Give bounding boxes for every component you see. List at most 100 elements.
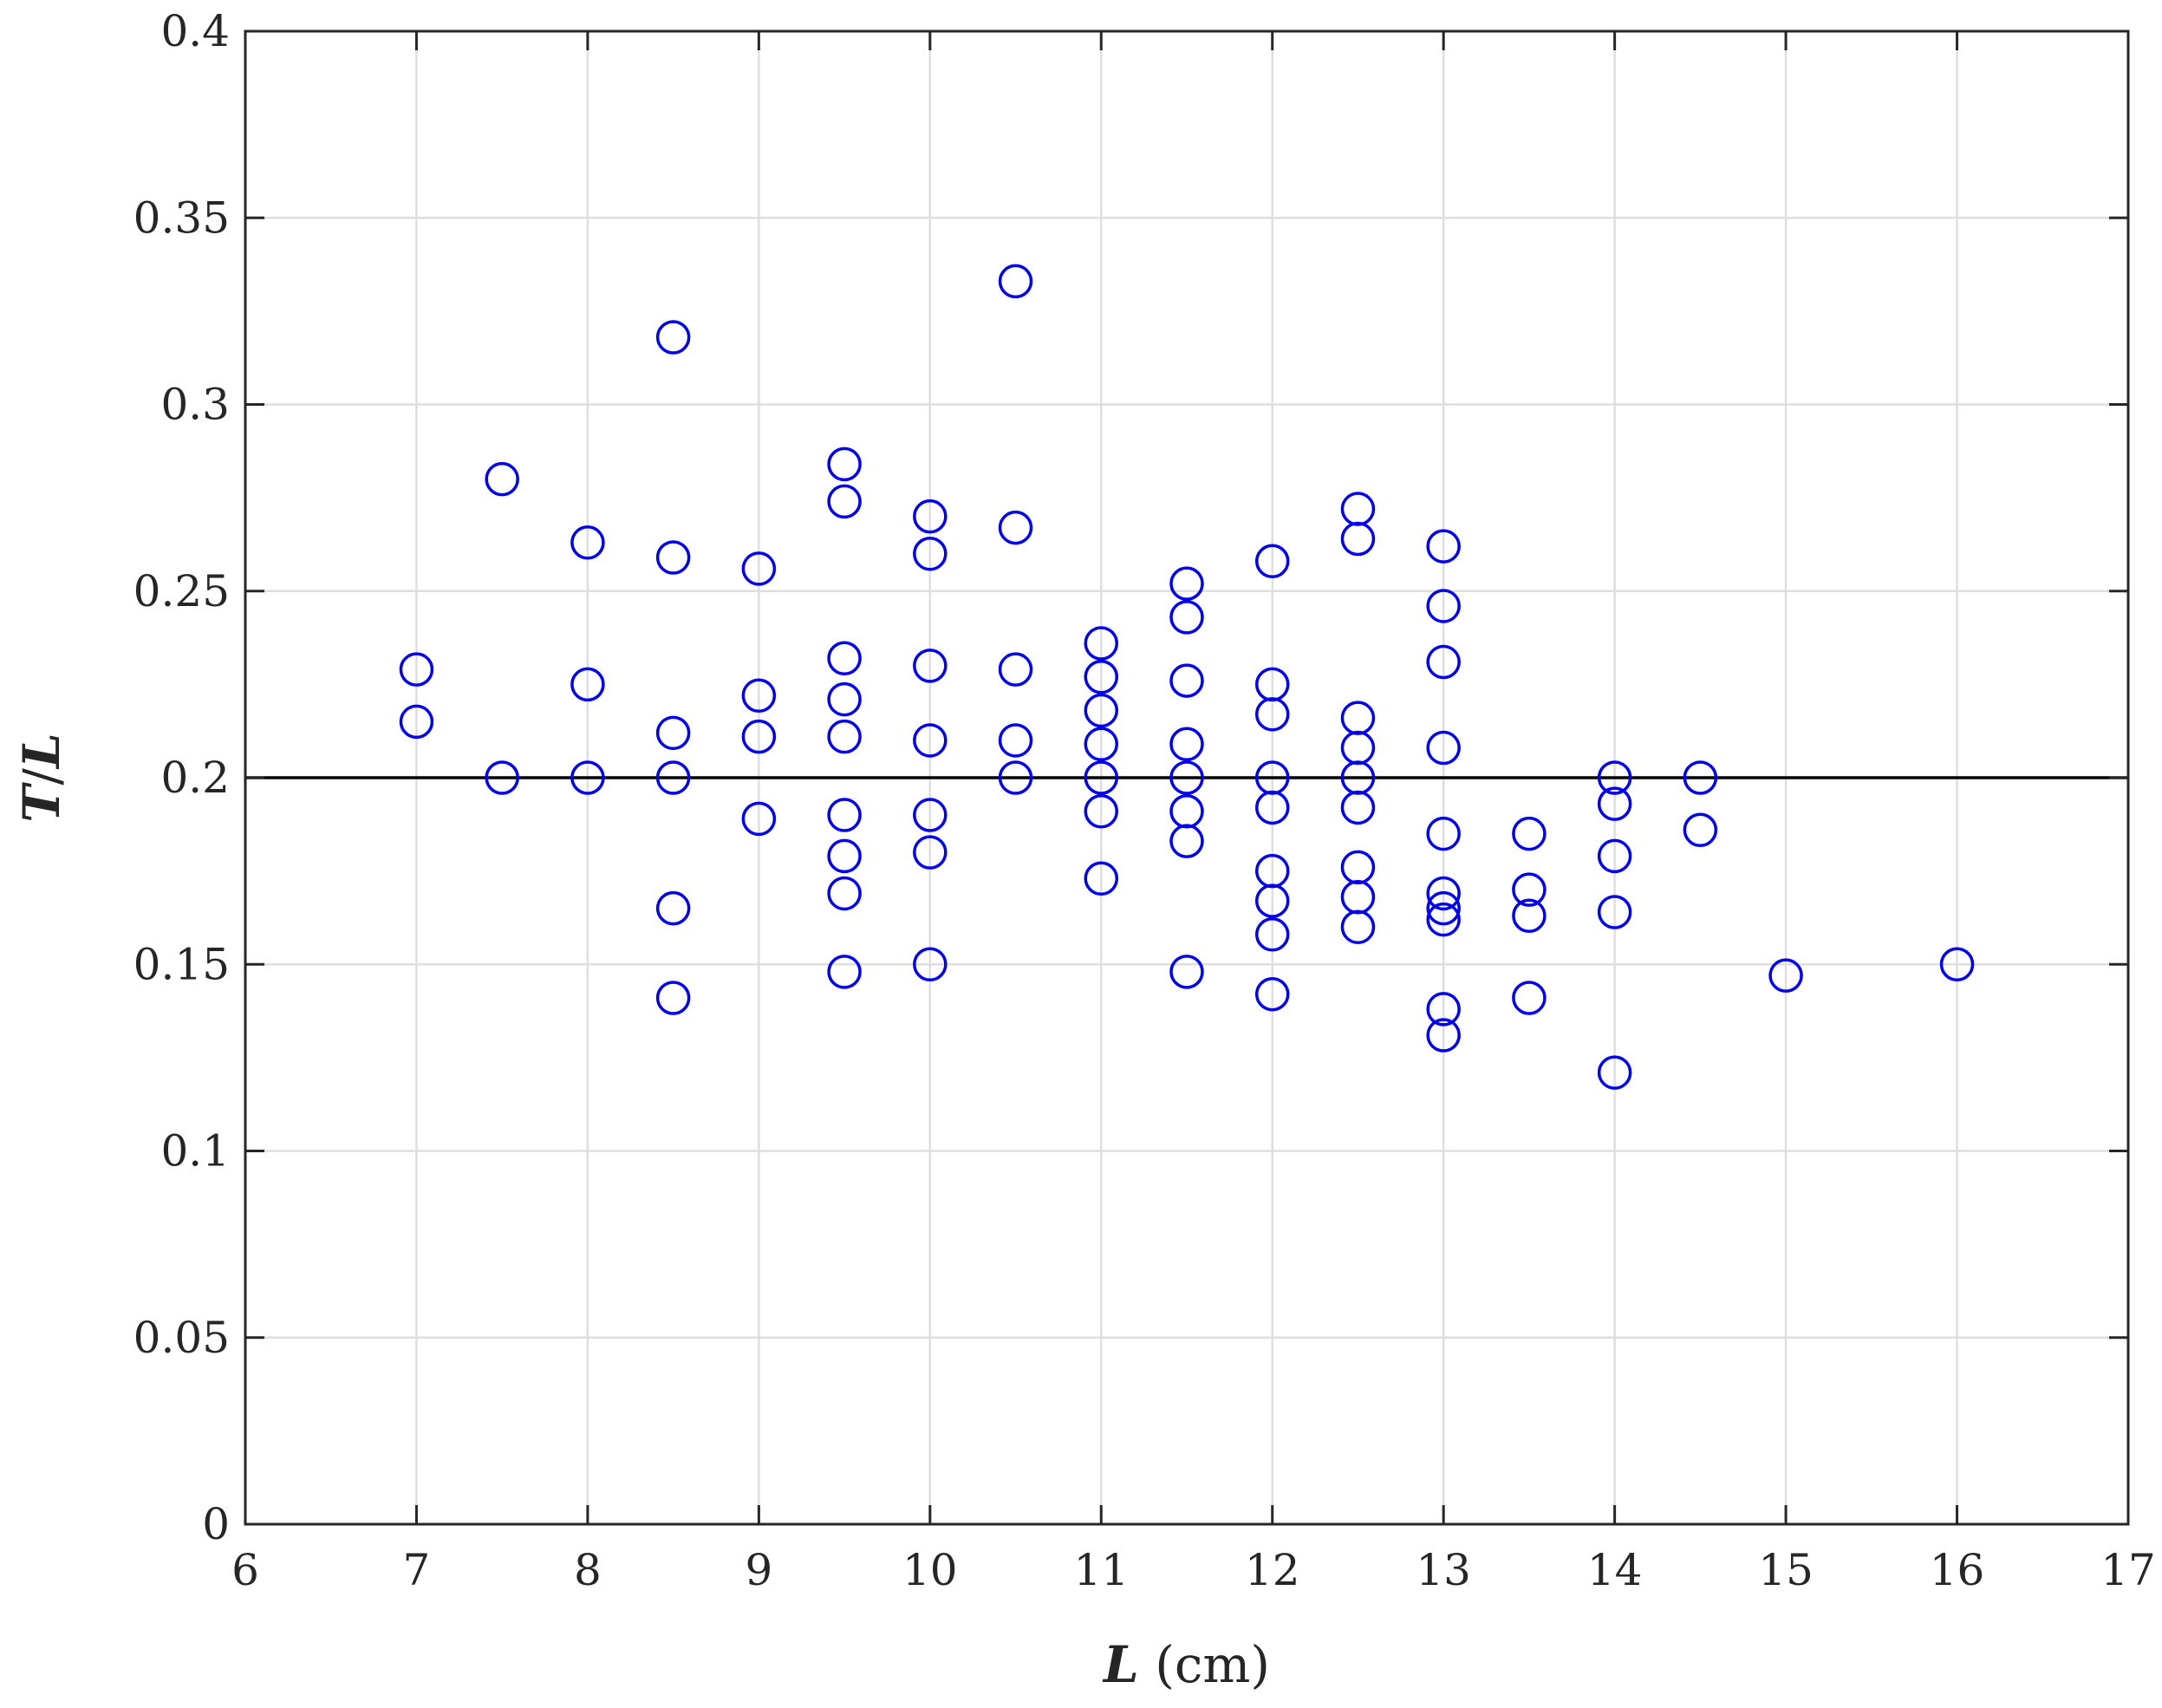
- data-point: [1169, 760, 1204, 795]
- data-point: [1512, 816, 1547, 851]
- data-point: [1426, 644, 1461, 680]
- data-point: [1426, 890, 1461, 926]
- data-point: [913, 536, 948, 571]
- data-point: [741, 678, 777, 714]
- data-point: [655, 320, 691, 355]
- data-point: [1084, 693, 1119, 728]
- data-point: [1597, 838, 1632, 874]
- data-point: [1512, 981, 1547, 1015]
- data-point: [1426, 529, 1461, 564]
- x-tick-label: 11: [1073, 1545, 1129, 1595]
- y-tick-label: 0.35: [133, 192, 230, 243]
- y-tick-label: 0.3: [160, 380, 230, 430]
- data-point: [1340, 701, 1376, 735]
- data-point: [1169, 824, 1204, 858]
- data-point: [1169, 793, 1204, 829]
- data-point: [1084, 861, 1119, 896]
- data-point: [1426, 902, 1461, 937]
- data-point: [827, 876, 862, 911]
- data-point: [913, 947, 948, 981]
- data-point: [998, 760, 1033, 795]
- data-point: [485, 461, 519, 497]
- data-point: [399, 652, 434, 687]
- data-point: [1254, 544, 1290, 579]
- data-point: [827, 838, 862, 874]
- data-point: [1340, 850, 1376, 885]
- data-point: [1254, 883, 1290, 918]
- data-point: [1254, 697, 1290, 732]
- data-point: [827, 955, 862, 989]
- data-point: [1254, 790, 1290, 825]
- data-point: [1084, 793, 1119, 829]
- y-tick-label: 0.15: [133, 939, 230, 989]
- data-point: [1683, 760, 1718, 795]
- data-point: [1169, 727, 1204, 762]
- data-point: [1084, 760, 1119, 795]
- y-tick-labels: 0 0.05 0.1 0.15 0.2 0.25 0.3 0.35 0.4: [133, 6, 230, 1549]
- data-point: [1340, 492, 1376, 526]
- data-point: [1084, 626, 1119, 661]
- x-tick-labels: 6 7 8 9 10 11 12 13 14 15 16 17: [231, 1545, 2156, 1595]
- data-point: [998, 723, 1033, 758]
- y-tick-label: 0.1: [160, 1126, 230, 1177]
- tick-marks: [244, 29, 2130, 1526]
- data-point: [399, 704, 434, 740]
- data-point: [998, 652, 1033, 687]
- data-point: [827, 641, 862, 675]
- data-point: [1597, 895, 1632, 929]
- data-point: [655, 890, 691, 926]
- x-tick-label: 7: [403, 1545, 431, 1595]
- data-point: [913, 798, 948, 832]
- data-point: [1169, 566, 1204, 601]
- data-point: [1340, 790, 1376, 825]
- data-point: [913, 649, 948, 683]
- data-point: [570, 525, 605, 560]
- y-tick-label: 0.05: [133, 1313, 230, 1363]
- data-point: [1597, 786, 1632, 821]
- data-point: [570, 667, 605, 702]
- data-point: [998, 510, 1033, 545]
- data-point: [1254, 976, 1290, 1012]
- x-tick-label: 15: [1758, 1545, 1814, 1595]
- data-point: [913, 723, 948, 758]
- y-tick-label: 0.4: [160, 6, 230, 56]
- data-point: [1169, 955, 1204, 989]
- x-tick-label: 12: [1245, 1545, 1300, 1595]
- data-point: [1254, 917, 1290, 952]
- x-tick-label: 16: [1930, 1545, 1985, 1595]
- y-tick-label: 0.2: [160, 753, 230, 803]
- data-point: [1597, 760, 1632, 795]
- y-axis-label: T/L: [12, 733, 71, 823]
- data-point: [827, 681, 862, 717]
- data-point: [1597, 1055, 1632, 1090]
- data-point: [655, 715, 691, 751]
- data-point: [1683, 812, 1718, 848]
- data-point: [913, 835, 948, 870]
- data-point: [1340, 730, 1376, 766]
- data-point: [1340, 521, 1376, 557]
- data-point: [655, 540, 691, 575]
- data-point: [1169, 600, 1204, 635]
- data-point: [655, 981, 691, 1015]
- data-point: [1340, 880, 1376, 915]
- x-tick-label: 10: [902, 1545, 958, 1595]
- data-point: [1084, 727, 1119, 762]
- data-point: [1512, 872, 1547, 907]
- x-tick-label: 17: [2100, 1545, 2156, 1595]
- data-point: [998, 264, 1033, 299]
- data-point: [827, 447, 862, 482]
- data-point: [1768, 958, 1803, 993]
- data-point: [1426, 730, 1461, 766]
- data-point: [1426, 876, 1461, 911]
- x-tick-label: 13: [1416, 1545, 1471, 1595]
- x-tick-label: 9: [745, 1545, 772, 1595]
- y-tick-label: 0.25: [133, 566, 230, 616]
- data-point: [1512, 898, 1547, 934]
- data-point: [913, 499, 948, 534]
- data-points: [399, 264, 1975, 1090]
- x-tick-label: 6: [231, 1545, 259, 1595]
- data-point: [827, 798, 862, 832]
- data-point: [655, 760, 691, 795]
- data-point: [741, 801, 777, 837]
